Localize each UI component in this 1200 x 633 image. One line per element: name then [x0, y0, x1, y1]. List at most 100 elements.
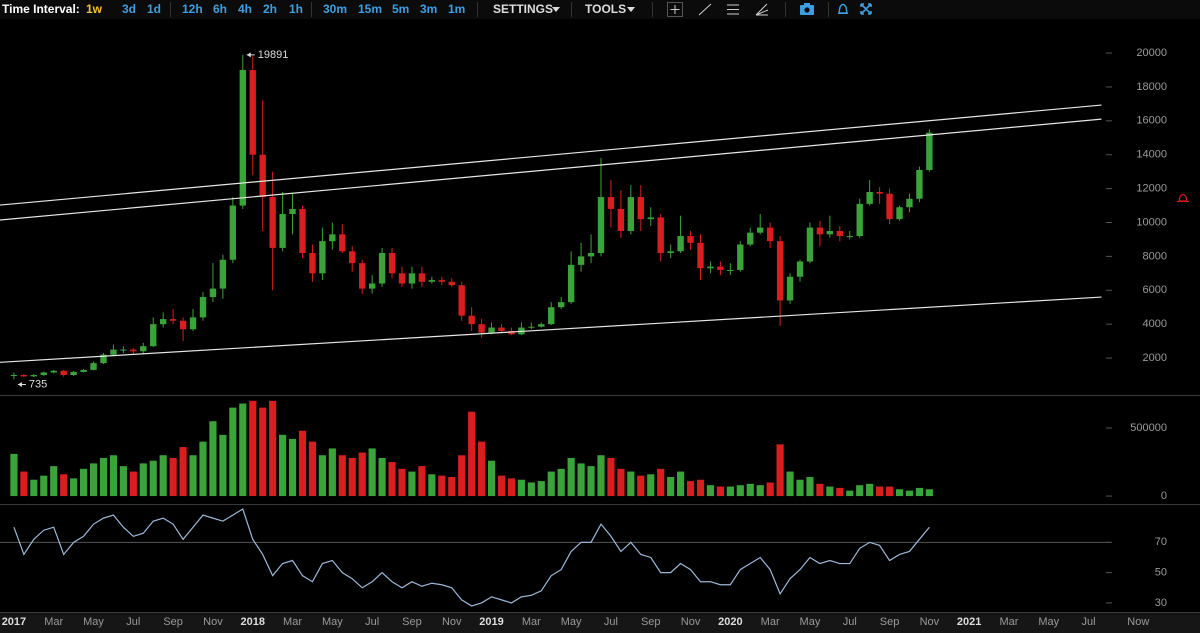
x-tick-label: Sep [402, 616, 422, 628]
volume-bar [338, 455, 346, 497]
y-tick-label: 20000 [1136, 47, 1167, 59]
settings-menu[interactable]: SETTINGS [493, 2, 554, 16]
volume-bar [388, 462, 396, 497]
interval-button[interactable]: 1m [448, 2, 466, 16]
candle-body [567, 264, 575, 303]
snapshot-button[interactable] [800, 2, 814, 17]
candle-body [160, 319, 167, 325]
interval-button[interactable]: 30m [323, 2, 348, 16]
candle-body [438, 280, 445, 282]
interval-button[interactable]: 5m [392, 2, 410, 16]
candle-body [836, 230, 843, 237]
volume-bar [169, 457, 177, 497]
rsi-line [13, 508, 930, 607]
volume-bar [60, 474, 68, 497]
candle-body [757, 227, 764, 233]
candle-body [169, 319, 177, 321]
candle-body [269, 197, 276, 248]
volume-bar [229, 407, 237, 497]
crosshair-tool[interactable] [667, 2, 683, 17]
x-tick-label: 2017 [2, 616, 26, 628]
volume-bar [537, 481, 545, 497]
candle-body [697, 242, 704, 269]
candle-body [508, 330, 515, 335]
volume-bar [756, 485, 764, 497]
candle-body [70, 371, 77, 376]
interval-button[interactable]: 15m [358, 2, 383, 16]
candle-body [468, 315, 475, 325]
candle-body [60, 370, 67, 376]
candle-body [816, 227, 824, 235]
x-tick-label: Jul [126, 616, 140, 628]
candle-body [209, 288, 217, 298]
candle-body [349, 251, 356, 264]
fib-tool[interactable] [755, 2, 769, 17]
volume-bar [627, 471, 635, 497]
candle-body [896, 207, 903, 220]
candle-body [130, 349, 137, 352]
interval-button[interactable]: 1d [147, 2, 162, 16]
volume-bar [398, 468, 406, 497]
volume-bar [736, 485, 744, 497]
alert-button[interactable] [837, 2, 849, 17]
candle-body [926, 132, 933, 170]
candle-body [458, 285, 465, 316]
volume-bar [856, 485, 864, 497]
volume-bar [587, 466, 595, 497]
candle-body [219, 259, 227, 289]
interval-button[interactable]: 3m [420, 2, 438, 16]
volume-bar [766, 482, 774, 497]
candle-body [249, 69, 256, 155]
volume-bar [199, 441, 207, 497]
x-tick-label: Sep [641, 616, 661, 628]
x-tick-label: Jul [604, 616, 618, 628]
line-tool[interactable] [698, 2, 712, 17]
candle-body [577, 256, 585, 265]
interval-button[interactable]: 12h [182, 2, 203, 16]
candle-body [786, 276, 794, 301]
candle-body [30, 375, 38, 377]
volume-bar [209, 421, 217, 497]
volume-bar [876, 486, 884, 497]
volume-bar [895, 489, 904, 497]
volume-bar [547, 471, 555, 497]
volume-bar [308, 441, 317, 497]
candle-body [229, 205, 237, 260]
candle-body [368, 283, 376, 289]
volume-bar [647, 474, 655, 497]
y-tick-label: 4000 [1143, 318, 1167, 330]
volume-bar [149, 460, 157, 497]
interval-button[interactable]: 1h [289, 2, 304, 16]
interval-button[interactable]: 6h [213, 2, 228, 16]
interval-button[interactable]: 4h [238, 2, 253, 16]
candle-body [796, 261, 804, 277]
interval-button[interactable]: 1w [86, 2, 103, 16]
candle-body [737, 244, 744, 270]
interval-button[interactable]: 3d [122, 2, 137, 16]
tools-menu[interactable]: TOOLS [585, 2, 627, 16]
separator [477, 2, 478, 17]
candle-body [150, 324, 157, 347]
volume-bar [617, 468, 625, 497]
volume-bar [657, 468, 665, 497]
candle-body [866, 191, 873, 204]
volume-bar [269, 400, 277, 497]
candle-body [50, 370, 57, 373]
fullscreen-button[interactable] [860, 2, 872, 17]
volume-bar [667, 477, 675, 497]
volume-bar [786, 471, 794, 497]
alert-icon[interactable] [1177, 193, 1189, 202]
interval-button[interactable]: 2h [263, 2, 278, 16]
candle-body [776, 241, 784, 301]
x-tick-label: Mar [999, 616, 1018, 628]
volume-bar [189, 455, 197, 497]
candle-body [528, 326, 535, 328]
separator [571, 2, 572, 17]
candle-body [259, 154, 266, 198]
y-tick-label: 16000 [1136, 115, 1167, 127]
candle-body [826, 230, 834, 235]
volume-bar [159, 455, 167, 497]
hline-tool[interactable] [726, 2, 740, 17]
